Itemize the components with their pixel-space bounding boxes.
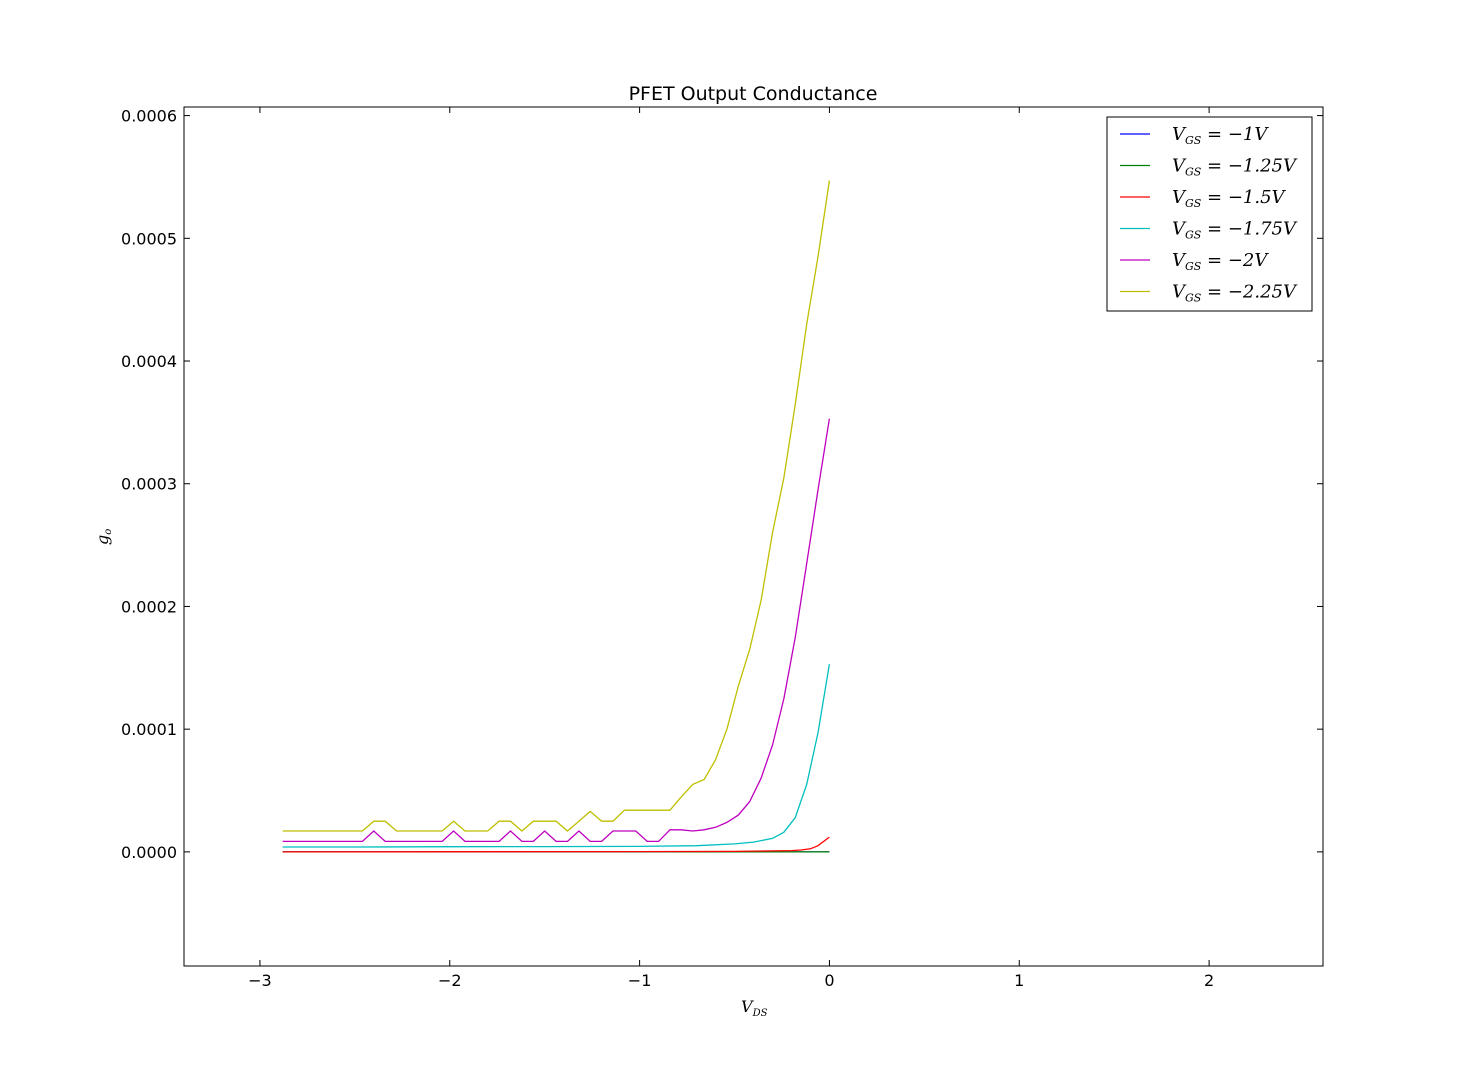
y-tick-label: 0.0002 bbox=[121, 597, 177, 616]
x-tick-label: 1 bbox=[1014, 971, 1024, 990]
x-tick-label: −1 bbox=[628, 971, 652, 990]
y-tick-label: 0.0006 bbox=[121, 107, 177, 126]
legend-label-2: VGS = −1.25V bbox=[1172, 156, 1298, 179]
legend-label-6: VGS = −2.25V bbox=[1172, 282, 1298, 305]
y-axis-ticks: 0.0000 0.0001 0.0002 0.0003 0.0004 0.0005 0.00… bbox=[121, 107, 1323, 862]
legend-label-5: VGS = −2V bbox=[1172, 250, 1269, 273]
legend: VGS = −1V VGS = −1.25V VGS = −1.5V VGS = −1… bbox=[1106, 116, 1313, 312]
x-tick-label: −2 bbox=[438, 971, 462, 990]
plot-lines bbox=[282, 180, 831, 853]
x-axis-label: VDS bbox=[741, 997, 768, 1019]
series-line-6 bbox=[282, 180, 831, 832]
x-tick-label: 2 bbox=[1204, 971, 1214, 990]
chart-title: PFET Output Conductance bbox=[629, 83, 878, 105]
series-line-5 bbox=[282, 418, 831, 843]
y-tick-label: 0.0001 bbox=[121, 720, 177, 739]
y-tick-label: 0.0005 bbox=[121, 229, 177, 248]
y-tick-label: 0.0004 bbox=[121, 352, 177, 371]
legend-box bbox=[1106, 116, 1313, 312]
y-axis-label: go bbox=[93, 529, 114, 545]
x-tick-label: 0 bbox=[824, 971, 834, 990]
x-tick-label: −3 bbox=[248, 971, 272, 990]
legend-label-3: VGS = −1.5V bbox=[1172, 187, 1287, 210]
series-line-4 bbox=[282, 663, 831, 848]
y-tick-label: 0.0000 bbox=[121, 843, 177, 862]
x-axis-ticks: −3 −2 −1 0 1 2 bbox=[248, 107, 1214, 990]
y-tick-label: 0.0003 bbox=[121, 475, 177, 494]
legend-label-4: VGS = −1.75V bbox=[1172, 219, 1298, 242]
plot-frame bbox=[183, 106, 1324, 967]
legend-label-1: VGS = −1V bbox=[1172, 124, 1269, 147]
series-line-3 bbox=[282, 836, 830, 853]
